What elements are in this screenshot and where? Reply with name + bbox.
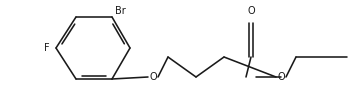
Text: O: O [247, 6, 255, 16]
Text: O: O [149, 72, 157, 82]
Text: Br: Br [115, 6, 126, 16]
Text: F: F [44, 43, 50, 53]
Text: O: O [277, 72, 285, 82]
